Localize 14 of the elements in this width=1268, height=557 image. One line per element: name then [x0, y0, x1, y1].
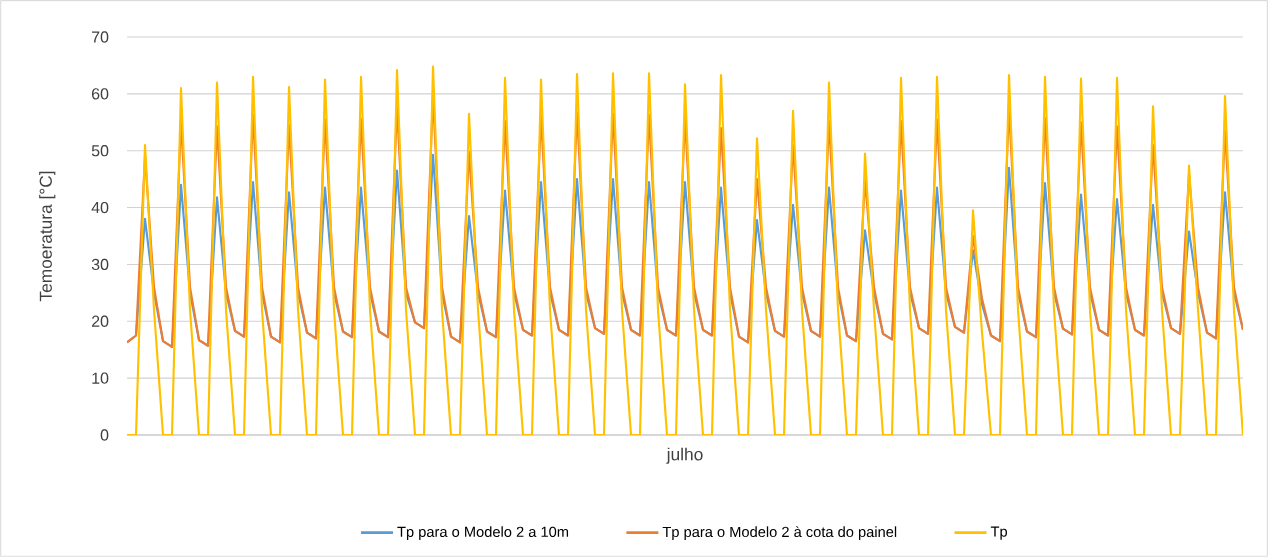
- y-axis-title: Temoeratura [°C]: [39, 171, 56, 302]
- y-tick-label: 20: [91, 315, 109, 327]
- y-tick-label: 40: [91, 201, 109, 214]
- legend-label: Tp para o Modelo 2 a 10m: [397, 526, 569, 540]
- y-tick-label: 10: [92, 372, 109, 384]
- y-tick-label: 30: [91, 258, 109, 271]
- legend-label: Tp para o Modelo 2 à cota do painel: [662, 526, 897, 540]
- y-tick-label: 0: [100, 429, 109, 441]
- x-axis-title: julho: [666, 447, 703, 464]
- legend-label: Tp: [990, 526, 1008, 540]
- y-tick-label: 50: [91, 145, 109, 157]
- y-tick-label: 60: [91, 88, 109, 100]
- line-series: [127, 65, 1243, 435]
- y-tick-label: 70: [91, 31, 109, 43]
